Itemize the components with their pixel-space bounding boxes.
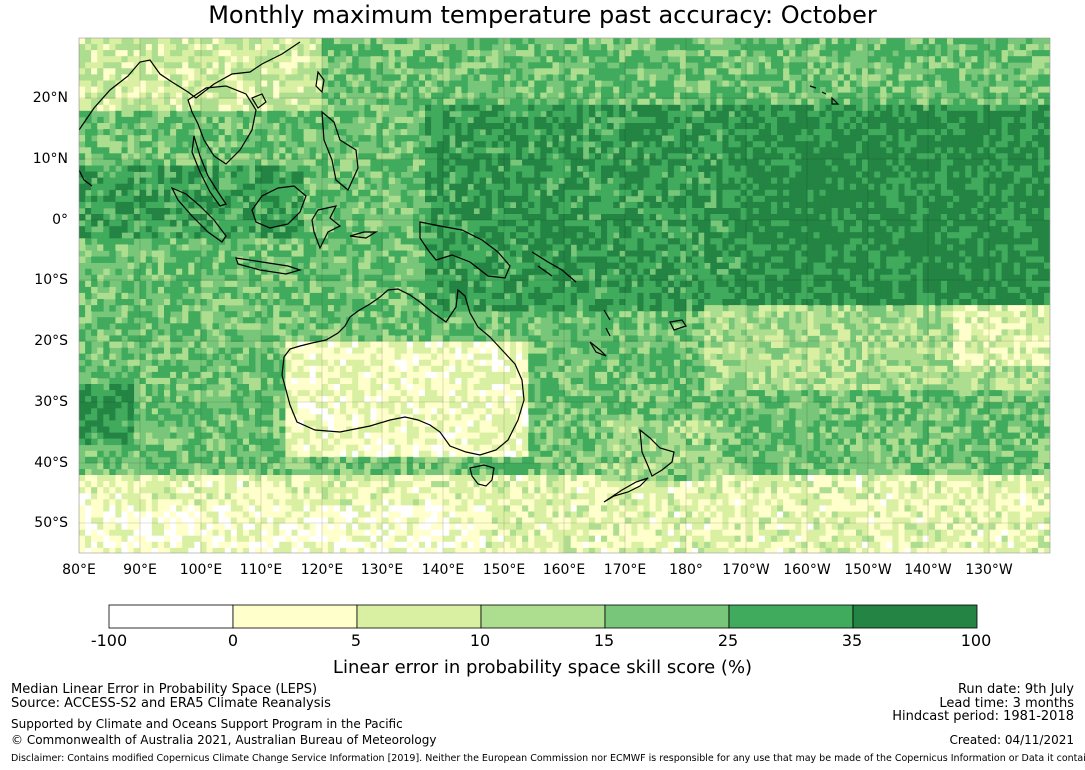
footer-created: Created: 04/11/2021 xyxy=(949,733,1074,747)
new-guinea-coastline xyxy=(419,221,511,279)
india-coastline xyxy=(79,169,93,187)
new-zealand-south-coastline xyxy=(603,477,649,503)
colorbar-tick-5: 5 xyxy=(350,631,362,650)
lat-label-20s: 20°S xyxy=(34,333,68,349)
colorbar-tick-25: 25 xyxy=(717,631,739,650)
lon-label-130e: 130°E xyxy=(360,562,404,578)
lon-label-130w: 130°W xyxy=(965,562,1013,578)
colorbar-segment xyxy=(232,604,358,629)
lon-label-170w: 170°W xyxy=(722,562,770,578)
colorbar-tick-100: 100 xyxy=(960,631,992,650)
sumatra-coastline xyxy=(170,186,227,243)
map-frame xyxy=(78,37,1051,554)
footer-copyright: © Commonwealth of Australia 2021, Austra… xyxy=(11,733,437,747)
colorbar-segment xyxy=(108,604,234,629)
lon-label-90e: 90°E xyxy=(123,562,157,578)
malay-peninsula-coastline xyxy=(191,135,227,207)
colorbar-segment xyxy=(356,604,482,629)
sulawesi-coastline xyxy=(311,205,342,250)
lon-label-160w: 160°W xyxy=(783,562,831,578)
hainan-coastline xyxy=(251,93,267,109)
australia-coastline xyxy=(281,288,525,456)
timor-coastline xyxy=(349,231,379,239)
footer-hindcast-period: Hindcast period: 1981-2018 xyxy=(892,709,1074,724)
lat-label-40s: 40°S xyxy=(34,455,68,471)
lon-label-160e: 160°E xyxy=(542,562,586,578)
colorbar-segment xyxy=(480,604,606,629)
graticule xyxy=(79,38,1050,553)
borneo-coastline xyxy=(251,185,307,229)
footer-disclaimer: Disclaimer: Contains modified Copernicus… xyxy=(11,753,1085,764)
tasmania-coastline xyxy=(469,464,495,487)
colorbar-segment xyxy=(728,604,854,629)
lon-label-120e: 120°E xyxy=(300,562,344,578)
coastlines xyxy=(79,41,840,503)
colorbar-tick-15: 15 xyxy=(593,631,615,650)
taiwan-coastline xyxy=(315,70,325,94)
lon-label-100e: 100°E xyxy=(179,562,223,578)
lat-label-10n: 10°N xyxy=(32,151,68,167)
lon-label-110e: 110°E xyxy=(239,562,283,578)
fiji-coastline xyxy=(669,319,687,331)
footer-support: Supported by Climate and Oceans Support … xyxy=(11,717,403,731)
new-zealand-north-coastline xyxy=(639,428,675,477)
colorbar-tick-35: 35 xyxy=(841,631,863,650)
colorbar-segment xyxy=(852,604,978,629)
vanuatu-coastline xyxy=(603,309,611,337)
lat-label-0: 0° xyxy=(52,212,68,228)
hawaii-coastline xyxy=(809,85,840,105)
lon-label-170e: 170°E xyxy=(603,562,647,578)
footer-lead-time: Lead time: 3 months xyxy=(939,696,1074,711)
lon-label-150w: 150°W xyxy=(844,562,892,578)
solomon-islands-coastline xyxy=(531,251,577,283)
new-caledonia-coastline xyxy=(589,341,607,357)
colorbar-segment xyxy=(604,604,730,629)
lat-label-10s: 10°S xyxy=(34,272,68,288)
indochina-coastline xyxy=(187,85,257,165)
colorbar-tick-0: 0 xyxy=(227,631,239,650)
footer-run-date: Run date: 9th July xyxy=(957,682,1074,697)
colorbar xyxy=(108,604,978,629)
footer-source: Source: ACCESS-S2 and ERA5 Climate Reana… xyxy=(11,696,331,711)
colorbar-tick-neg100: -100 xyxy=(90,631,128,650)
lon-label-140e: 140°E xyxy=(421,562,465,578)
philippines-coastline xyxy=(321,110,359,191)
java-coastline xyxy=(235,257,303,275)
colorbar-tick-10: 10 xyxy=(469,631,491,650)
map-title: Monthly maximum temperature past accurac… xyxy=(208,1,877,29)
lon-label-150e: 150°E xyxy=(482,562,526,578)
lon-label-180: 180° xyxy=(669,562,703,578)
colorbar-label: Linear error in probability space skill … xyxy=(332,657,753,678)
lat-label-30s: 30°S xyxy=(34,394,68,410)
asia-mainland-coastline xyxy=(79,41,301,131)
lat-label-50s: 50°S xyxy=(34,515,68,531)
lon-label-80e: 80°E xyxy=(62,562,96,578)
footer-metric: Median Linear Error in Probability Space… xyxy=(11,682,318,697)
lat-label-20n: 20°N xyxy=(32,90,68,106)
lon-label-140w: 140°W xyxy=(904,562,952,578)
